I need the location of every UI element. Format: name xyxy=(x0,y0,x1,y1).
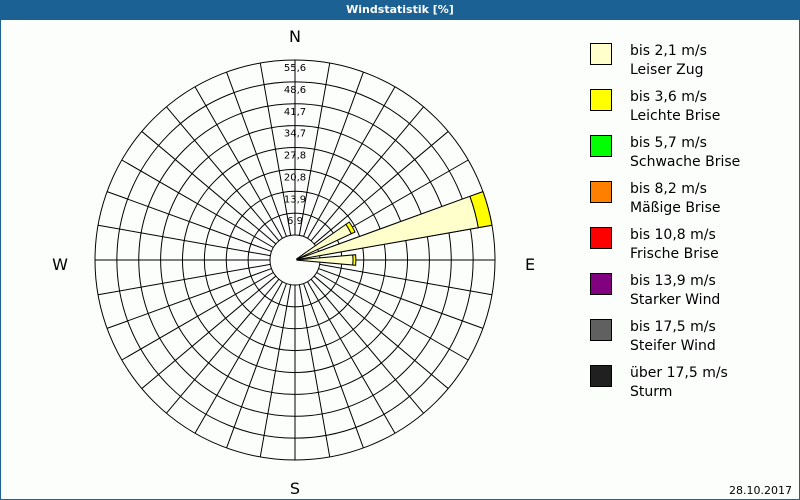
legend-label: bis 3,6 m/s Leichte Brise xyxy=(630,88,720,126)
direction-label-s: S xyxy=(290,479,300,498)
ring-gridline xyxy=(138,103,452,417)
ring-gridline xyxy=(160,125,430,395)
legend-swatch xyxy=(590,89,612,111)
legend-range: bis 17,5 m/s xyxy=(630,319,716,335)
legend-class-name: Leichte Brise xyxy=(630,108,721,124)
legend-class-name: Frische Brise xyxy=(630,246,719,262)
ring-gridline xyxy=(225,190,365,330)
window-title: Windstatistik [%] xyxy=(0,0,800,20)
legend-swatch xyxy=(590,181,612,203)
radial-tick-label: 48,6 xyxy=(284,85,306,96)
legend-label: bis 2,1 m/s Leiser Zug xyxy=(630,42,707,80)
legend-range: über 17,5 m/s xyxy=(630,365,728,381)
direction-label-e: E xyxy=(525,255,535,274)
legend-class-name: Steifer Wind xyxy=(630,338,716,354)
legend-class-name: Schwache Brise xyxy=(630,154,741,170)
wind-sector-segment xyxy=(469,190,493,229)
radial-tick-label: 27,8 xyxy=(284,151,306,162)
legend-label: bis 5,7 m/s Schwache Brise xyxy=(630,134,740,172)
legend-range: bis 2,1 m/s xyxy=(630,43,707,59)
legend-swatch xyxy=(590,319,612,341)
ring-gridline xyxy=(116,81,474,439)
direction-label-w: W xyxy=(52,255,68,274)
radial-tick-label: 41,7 xyxy=(284,107,306,118)
legend-label: bis 17,5 m/s Steifer Wind xyxy=(630,318,716,356)
ring-gridline xyxy=(94,59,496,461)
legend-range: bis 3,6 m/s xyxy=(630,89,707,105)
legend-class-name: Starker Wind xyxy=(630,292,721,308)
legend-class-name: Sturm xyxy=(630,384,673,400)
ring-gridline xyxy=(203,168,387,352)
legend-class-name: Mäßige Brise xyxy=(630,200,721,216)
direction-label-n: N xyxy=(289,27,301,46)
legend-range: bis 5,7 m/s xyxy=(630,135,707,151)
legend-label: bis 13,9 m/s Starker Wind xyxy=(630,272,720,310)
legend-class-name: Leiser Zug xyxy=(630,62,704,78)
legend-range: bis 13,9 m/s xyxy=(630,273,716,289)
date-label: 28.10.2017 xyxy=(729,484,792,497)
legend-swatch xyxy=(590,273,612,295)
wind-sector-segment xyxy=(352,254,357,266)
radial-tick-label: 20,8 xyxy=(284,172,306,183)
radial-tick-label: 13,9 xyxy=(284,194,306,205)
legend-label: über 17,5 m/s Sturm xyxy=(630,364,728,402)
legend-range: bis 8,2 m/s xyxy=(630,181,707,197)
legend-range: bis 10,8 m/s xyxy=(630,227,716,243)
legend-swatch xyxy=(590,135,612,157)
legend-label: bis 8,2 m/s Mäßige Brise xyxy=(630,180,720,218)
legend-swatch xyxy=(590,365,612,387)
ring-gridline xyxy=(182,147,408,373)
wind-sector-segment xyxy=(345,221,356,235)
legend-swatch xyxy=(590,227,612,249)
radial-tick-label: 6,9 xyxy=(287,216,303,227)
legend-label: bis 10,8 m/s Frische Brise xyxy=(630,226,719,264)
radial-tick-label: 55,6 xyxy=(284,63,306,74)
legend-swatch xyxy=(590,43,612,65)
radial-tick-label: 34,7 xyxy=(284,129,306,140)
